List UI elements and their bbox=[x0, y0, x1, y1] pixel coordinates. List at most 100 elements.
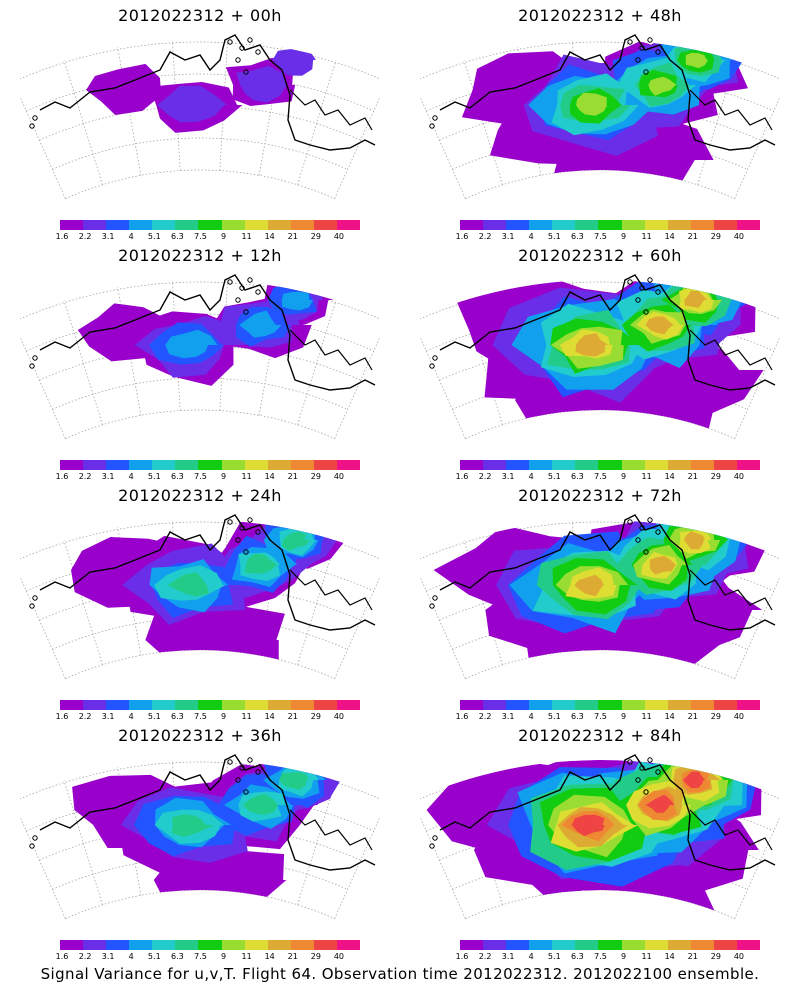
colorbar-tick-label: 4 bbox=[528, 472, 534, 481]
colorbar-swatch bbox=[529, 220, 553, 230]
colorbar-swatch bbox=[575, 700, 599, 710]
coastline bbox=[439, 514, 776, 631]
colorbar-tick-label: 14 bbox=[664, 952, 675, 961]
colorbar-swatch bbox=[506, 220, 530, 230]
longitude-gridline bbox=[20, 576, 66, 679]
longitude-gridline bbox=[697, 60, 737, 185]
island-outline bbox=[432, 595, 438, 601]
colorbar bbox=[460, 700, 761, 710]
island-outline bbox=[243, 309, 249, 315]
island-outline bbox=[639, 525, 645, 531]
colorbar-swatch bbox=[598, 220, 622, 230]
colorbar-tick-label: 3.1 bbox=[501, 952, 515, 961]
colorbar-tick-label: 6.3 bbox=[171, 232, 184, 241]
panel-title: 2012022312 + 84h bbox=[518, 726, 682, 745]
island-outline bbox=[627, 39, 633, 45]
coastline bbox=[289, 89, 373, 131]
colorbar-swatch bbox=[83, 220, 107, 230]
latitude-gridline bbox=[65, 409, 335, 440]
variance-contour bbox=[645, 316, 674, 335]
coastline bbox=[689, 89, 773, 131]
island-outline bbox=[647, 517, 653, 523]
colorbar-labels: 1.6 2.2 3.1 4 5.1 6.3 7.5 9 11 14 21 29 40 bbox=[56, 712, 360, 722]
map-panel: 2012022312 + 12h 1.6 2.2 3.1 4 5.1 6.3 7.5 9 11 14… bbox=[0, 240, 400, 481]
colorbar-swatch bbox=[736, 940, 761, 950]
colorbar-swatch bbox=[83, 460, 107, 470]
colorbar-tick-label: 3.1 bbox=[101, 472, 115, 481]
colorbar-tick-label: 3.1 bbox=[501, 472, 515, 481]
colorbar-swatch bbox=[313, 700, 337, 710]
variance-contour bbox=[648, 76, 677, 96]
colorbar-tick-label: 6.3 bbox=[171, 712, 184, 721]
colorbar-swatch bbox=[129, 940, 153, 950]
map-panel: 2012022312 + 84h 1.6 2.2 3.1 4 5.1 6.3 7.5 9 11 14… bbox=[400, 720, 800, 961]
colorbar-tick-label: 11 bbox=[641, 952, 652, 961]
variance-contour bbox=[575, 333, 609, 357]
colorbar-swatch bbox=[290, 700, 314, 710]
longitude-gridline bbox=[463, 540, 503, 665]
colorbar-swatch bbox=[575, 220, 599, 230]
colorbar-tick-label: 5.1 bbox=[547, 712, 561, 721]
coastline bbox=[39, 274, 376, 391]
colorbar-tick-label: 21 bbox=[287, 952, 298, 961]
variance-contour bbox=[685, 52, 709, 69]
colorbar-swatch bbox=[736, 460, 761, 470]
island-outline bbox=[432, 355, 438, 361]
colorbar-swatch bbox=[313, 220, 337, 230]
colorbar-swatch bbox=[221, 700, 245, 710]
colorbar-tick-label: 14 bbox=[664, 472, 675, 481]
colorbar-tick-label: 2.2 bbox=[478, 232, 492, 241]
colorbar-swatch bbox=[106, 220, 130, 230]
longitude-gridline bbox=[219, 40, 228, 171]
colorbar-swatch bbox=[336, 940, 361, 950]
colorbar-tick-label: 6.3 bbox=[171, 952, 184, 961]
longitude-gridline bbox=[420, 576, 466, 679]
variance-map bbox=[20, 754, 380, 920]
island-outline bbox=[432, 115, 438, 121]
coastline bbox=[689, 329, 773, 371]
colorbar-tick-label: 29 bbox=[710, 952, 721, 961]
variance-contour bbox=[171, 814, 215, 837]
coastline bbox=[39, 754, 376, 871]
variance-contour bbox=[682, 771, 706, 789]
colorbar-tick-label: 5.1 bbox=[147, 712, 161, 721]
island-outline bbox=[239, 525, 245, 531]
island-outline bbox=[247, 517, 253, 523]
colorbar-tick-label: 3.1 bbox=[101, 232, 115, 241]
colorbar-tick-label: 3.1 bbox=[101, 712, 115, 721]
colorbar-swatch bbox=[713, 940, 737, 950]
colorbar-tick-label: 40 bbox=[333, 232, 345, 241]
map-panel: 2012022312 + 60h 1.6 2.2 3.1 4 5.1 6.3 7.5 9 11 14… bbox=[400, 240, 800, 481]
island-outline bbox=[635, 57, 641, 63]
variance-contour bbox=[157, 85, 228, 123]
island-outline bbox=[227, 39, 233, 45]
panel-title: 2012022312 + 24h bbox=[118, 486, 282, 505]
latitude-gridline bbox=[26, 73, 374, 112]
latitude-gridline bbox=[65, 169, 335, 200]
colorbar-swatch bbox=[175, 220, 199, 230]
variance-field bbox=[461, 40, 756, 196]
island-outline bbox=[235, 297, 241, 303]
variance-field bbox=[433, 520, 770, 679]
colorbar-tick-label: 11 bbox=[241, 472, 252, 481]
longitude-gridline bbox=[117, 287, 142, 416]
colorbar-swatch bbox=[267, 700, 291, 710]
island-outline bbox=[627, 759, 633, 765]
longitude-gridline bbox=[334, 816, 380, 919]
island-outline bbox=[627, 279, 633, 285]
island-outline bbox=[635, 297, 641, 303]
island-outline bbox=[227, 519, 233, 525]
colorbar-tick-label: 29 bbox=[310, 472, 321, 481]
variance-contour bbox=[684, 290, 708, 308]
island-outline bbox=[635, 537, 641, 543]
latitude-gridline bbox=[20, 41, 380, 80]
variance-contour bbox=[244, 553, 279, 574]
coastline bbox=[439, 274, 776, 391]
colorbar-tick-label: 7.5 bbox=[594, 952, 607, 961]
colorbar-swatch bbox=[713, 700, 737, 710]
colorbar-swatch bbox=[529, 700, 553, 710]
colorbar-swatch bbox=[644, 940, 668, 950]
colorbar-swatch bbox=[313, 940, 337, 950]
figure-caption: Signal Variance for u,v,T. Flight 64. Ob… bbox=[40, 965, 760, 983]
colorbar-swatch bbox=[644, 460, 668, 470]
